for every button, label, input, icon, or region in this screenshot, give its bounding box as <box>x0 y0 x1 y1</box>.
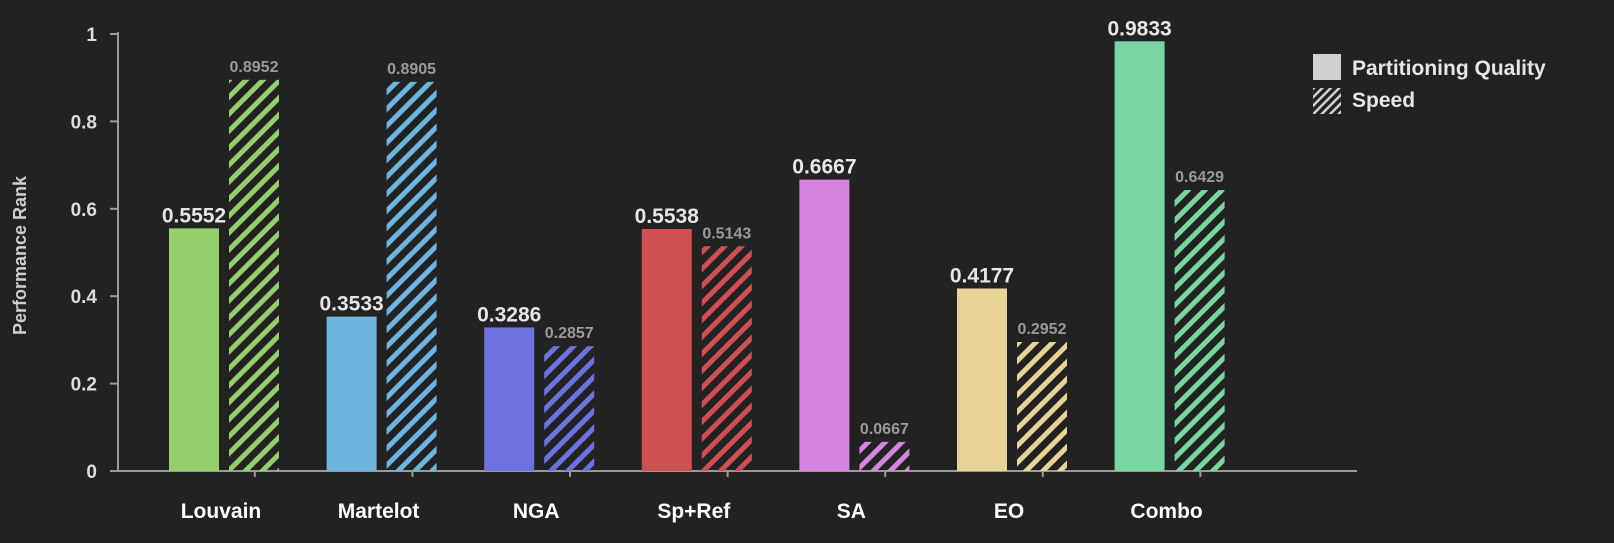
speed-bar <box>859 441 910 471</box>
y-tick-label: 0.8 <box>71 112 97 133</box>
y-tick-label: 0.4 <box>71 287 98 308</box>
speed-value-label: 0.0667 <box>860 421 909 438</box>
quality-bar <box>1114 41 1165 471</box>
quality-value-label: 0.3533 <box>319 293 383 316</box>
legend-label-quality: Partitioning Quality <box>1352 57 1546 80</box>
quality-bar <box>326 316 377 471</box>
quality-value-label: 0.4177 <box>950 264 1014 287</box>
category-label: Combo <box>1130 500 1202 523</box>
category-label: EO <box>994 500 1024 523</box>
speed-bar <box>1174 190 1225 471</box>
quality-value-label: 0.5552 <box>162 204 226 227</box>
legend-swatch-speed <box>1313 88 1341 114</box>
speed-value-label: 0.8952 <box>230 59 279 76</box>
y-tick-label: 0.6 <box>71 200 97 221</box>
speed-bar <box>229 79 279 471</box>
quality-bar <box>641 228 692 471</box>
speed-bar <box>701 246 752 471</box>
y-tick-label: 0 <box>86 462 97 483</box>
x-axis: Louvain Martelot NGA Sp+Ref SA EO Combo <box>118 470 1357 523</box>
category-label: Martelot <box>338 500 420 523</box>
speed-value-label: 0.2952 <box>1018 321 1067 338</box>
category-label: SA <box>837 500 866 523</box>
category-label: NGA <box>513 500 560 523</box>
legend-swatch-quality <box>1313 54 1341 80</box>
quality-value-label: 0.5538 <box>635 205 700 228</box>
quality-bar <box>957 288 1007 471</box>
quality-value-label: 0.6667 <box>792 156 856 179</box>
speed-value-label: 0.6429 <box>1175 169 1224 186</box>
legend-label-speed: Speed <box>1352 89 1415 112</box>
quality-bar <box>484 327 535 471</box>
quality-bar <box>799 179 850 471</box>
y-axis: 0 0.2 0.4 0.6 0.8 1 Performance Rank <box>10 25 119 483</box>
y-tick-label: 1 <box>86 25 97 46</box>
quality-bar <box>169 228 219 471</box>
speed-bar <box>1017 341 1067 471</box>
y-tick-label: 0.2 <box>71 375 97 396</box>
y-axis-title: Performance Rank <box>10 175 30 335</box>
legend: Partitioning Quality Speed <box>1313 54 1546 114</box>
speed-bar <box>386 81 437 471</box>
speed-bar <box>544 346 595 471</box>
quality-value-label: 0.9833 <box>1107 17 1171 40</box>
category-label: Sp+Ref <box>657 500 731 523</box>
speed-value-label: 0.5143 <box>702 225 751 242</box>
speed-value-label: 0.8905 <box>387 61 436 78</box>
speed-value-label: 0.2857 <box>545 325 594 342</box>
category-label: Louvain <box>181 500 262 523</box>
quality-value-label: 0.3286 <box>477 303 541 326</box>
